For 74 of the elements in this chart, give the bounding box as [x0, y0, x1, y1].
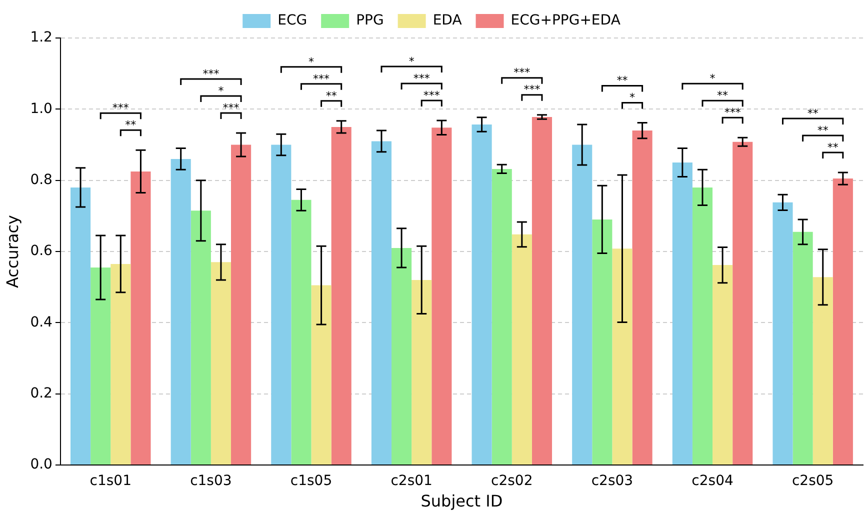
bar	[392, 248, 412, 464]
bar	[532, 116, 552, 464]
bar	[832, 178, 853, 464]
bar	[412, 280, 432, 464]
legend-label: ECG+PPG+EDA	[510, 12, 621, 29]
bar	[210, 262, 232, 464]
y-tick-label: 0.4	[30, 314, 53, 330]
annotation: ***	[202, 67, 220, 80]
annotation: **	[326, 89, 338, 102]
annotation: ***	[413, 72, 430, 85]
annotation: ***	[524, 83, 541, 96]
legend-label: ECG	[278, 12, 308, 29]
bar	[472, 124, 492, 464]
bar	[592, 219, 612, 464]
y-tick-label: 1.2	[30, 30, 52, 46]
bar	[672, 162, 692, 464]
bar	[632, 130, 652, 464]
annotation: *	[710, 72, 716, 85]
annotation: ***	[112, 101, 130, 114]
bar	[190, 210, 211, 464]
annotation: ***	[313, 72, 330, 86]
bar	[110, 264, 131, 464]
x-tick-label: c1s03	[190, 473, 232, 490]
bar	[732, 142, 753, 464]
legend-label: EDA	[432, 12, 462, 29]
legend-label: PPG	[356, 12, 384, 29]
bar	[772, 202, 793, 464]
annotation: **	[817, 124, 829, 137]
bar	[792, 232, 813, 464]
y-tick-label: 0.6	[30, 243, 53, 260]
bar	[271, 144, 292, 464]
bar	[70, 187, 91, 464]
bar	[692, 187, 713, 464]
y-tick-label: 0.2	[30, 385, 52, 402]
x-axis-title: Subject ID	[420, 492, 503, 511]
bar	[291, 200, 312, 464]
bar	[612, 248, 632, 464]
annotation: ***	[423, 88, 440, 102]
annotation: ***	[724, 106, 742, 119]
bar	[812, 277, 833, 464]
bar	[90, 268, 111, 464]
x-tick-label: c1s01	[90, 473, 132, 490]
annotation: *	[630, 91, 636, 104]
x-tick-label: c2s03	[591, 473, 634, 490]
bar	[512, 234, 532, 464]
bar	[231, 144, 252, 464]
y-axis-title: Accuracy	[2, 214, 22, 288]
annotation: **	[717, 88, 729, 102]
annotation: ***	[222, 101, 240, 114]
bar	[432, 128, 452, 464]
bar	[331, 126, 352, 464]
annotation: *	[218, 84, 224, 98]
annotation: **	[827, 140, 839, 154]
bar	[311, 285, 332, 464]
x-tick-label: c2s05	[792, 473, 834, 490]
y-tick-label: 1.0	[30, 100, 52, 117]
x-tick-label: c1s05	[290, 473, 332, 490]
y-tick-label: 0.8	[30, 172, 52, 188]
bar	[492, 168, 512, 464]
bar	[130, 171, 151, 464]
x-tick-label: c2s01	[390, 473, 432, 490]
bar	[712, 265, 733, 464]
annotation: **	[616, 74, 628, 88]
x-tick-label: c2s04	[692, 473, 734, 490]
bar	[170, 158, 191, 464]
bar	[371, 141, 392, 464]
y-tick-label: 0.0	[30, 456, 52, 473]
annotation: *	[408, 54, 415, 68]
annotation: *	[308, 55, 315, 68]
bar	[572, 144, 592, 464]
annotation: **	[807, 106, 819, 120]
x-tick-label: c2s02	[491, 473, 533, 490]
annotation: ***	[514, 66, 531, 80]
annotation: **	[125, 118, 137, 132]
